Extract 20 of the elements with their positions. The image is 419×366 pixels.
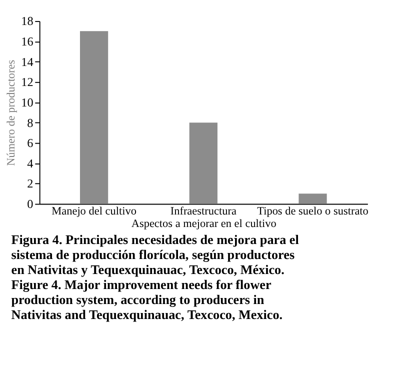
x-tick-label: Tipos de suelo o sustrato [257,206,369,218]
x-axis-title: Aspectos a mejorar en el cultivo [131,218,277,230]
caption: Figure 4. Major improvement needs for flower production system, according to producers in Nativitas and Tequexquinauac, Texcoco, Mexico. [11,277,283,322]
y-tick-label: 14 [21,54,34,69]
text: Figura 4. Principales necesidades de mejora para el sistema de producción florícola, según productores en Nativitas y Tequexquinauac, Texcoco, México. [11,232,300,278]
y-axis-title: Número de productores [6,60,18,166]
y-tick-label: 0 [27,197,34,212]
y-tick-label: 8 [27,116,34,130]
y-tick-label: 12 [21,75,34,90]
bar [189,122,218,204]
x-tick-label: Manejo del cultivo [52,206,137,218]
y-tick-label: 4 [27,156,34,170]
y-tick-label: 6 [27,136,34,150]
bar [298,194,327,204]
bar [80,31,108,204]
x-tick-label: Infraestructura [170,206,236,218]
y-tick-label: 18 [21,14,34,28]
y-tick-label: 2 [27,176,34,191]
y-tick-label: 10 [21,95,34,110]
y-tick-label: 16 [21,34,34,49]
